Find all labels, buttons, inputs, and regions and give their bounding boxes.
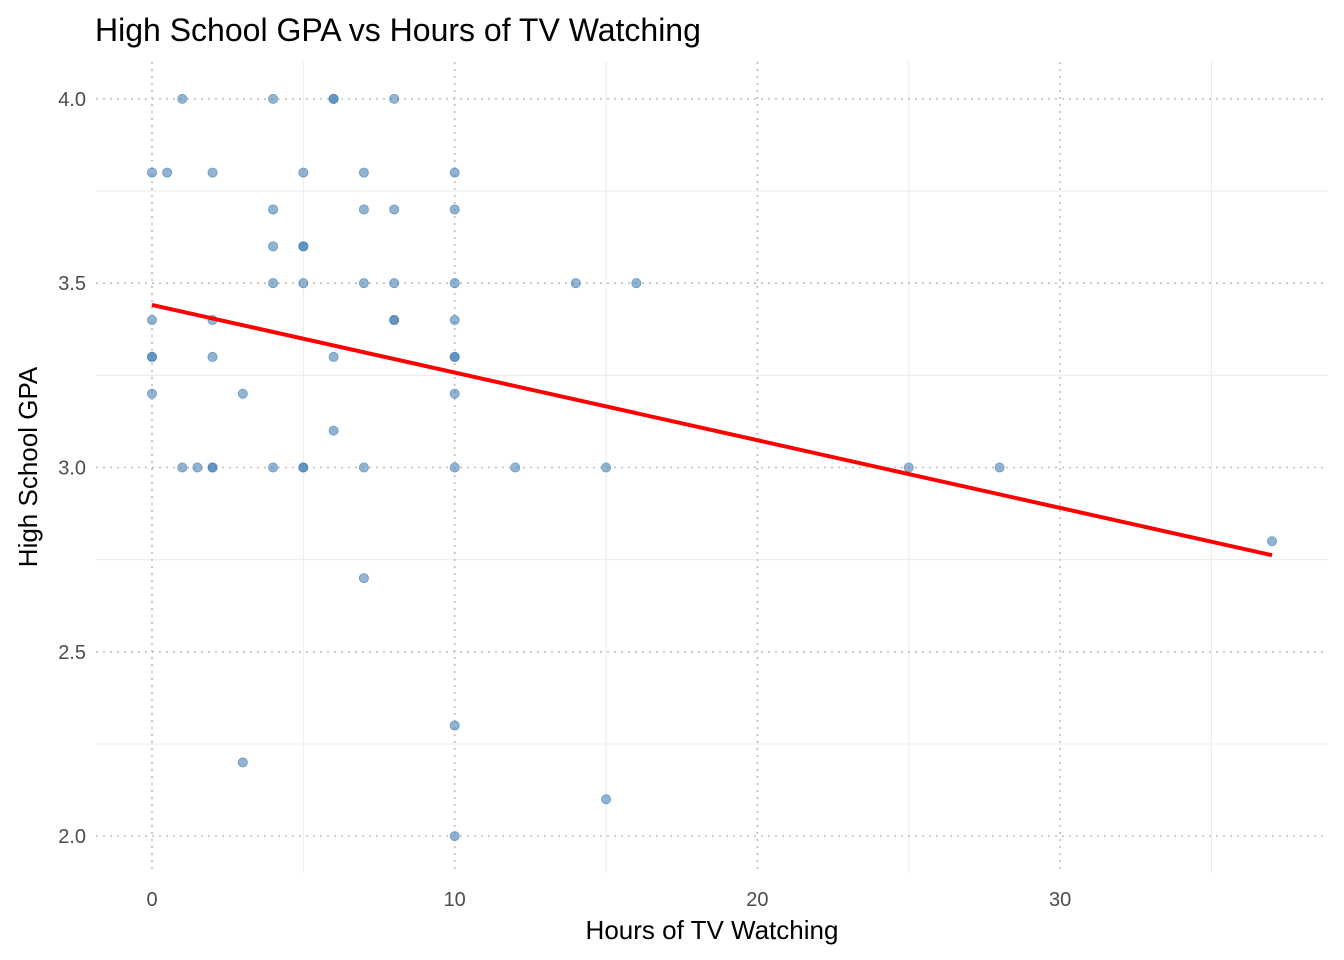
x-tick-label: 0	[146, 889, 157, 911]
data-point	[449, 204, 460, 215]
data-point	[389, 93, 400, 104]
y-axis-ticks: 2.0 2.5 3.0 3.5 4.0	[58, 89, 86, 848]
data-point	[146, 315, 157, 326]
data-point	[268, 204, 279, 215]
data-point	[162, 167, 173, 178]
data-point	[449, 831, 460, 842]
data-point	[358, 573, 369, 584]
data-point	[358, 462, 369, 473]
data-point	[570, 278, 581, 289]
data-point	[903, 462, 914, 473]
data-point	[328, 351, 339, 362]
y-axis-title: High School GPA	[13, 366, 43, 567]
x-axis-title: Hours of TV Watching	[586, 915, 839, 945]
grid	[96, 62, 1328, 873]
data-point	[449, 315, 460, 326]
data-point	[192, 462, 203, 473]
x-tick-label: 20	[746, 889, 768, 911]
data-point	[177, 93, 188, 104]
chart-title: High School GPA vs Hours of TV Watching	[95, 12, 701, 48]
y-tick-label: 3.5	[58, 273, 86, 295]
data-point	[449, 462, 460, 473]
data-point	[389, 278, 400, 289]
x-tick-label: 30	[1049, 889, 1071, 911]
data-point	[631, 278, 642, 289]
data-point	[601, 462, 612, 473]
data-point	[510, 462, 521, 473]
y-tick-label: 4.0	[58, 89, 86, 111]
data-point	[268, 241, 279, 252]
data-point	[449, 388, 460, 399]
data-point	[237, 757, 248, 768]
data-point	[358, 278, 369, 289]
data-points	[146, 93, 1278, 842]
data-point	[358, 204, 369, 215]
data-point	[268, 278, 279, 289]
regression-line	[151, 302, 1273, 558]
data-point	[268, 93, 279, 104]
data-point	[146, 388, 157, 399]
data-point	[449, 351, 460, 362]
data-point	[268, 462, 279, 473]
data-point	[237, 388, 248, 399]
fit-line-layer	[151, 302, 1273, 558]
data-point	[207, 167, 218, 178]
data-point	[389, 315, 400, 326]
data-point	[358, 167, 369, 178]
data-point	[177, 462, 188, 473]
data-point	[207, 462, 218, 473]
data-point	[1267, 536, 1278, 547]
y-tick-label: 3.0	[58, 458, 86, 480]
data-point	[994, 462, 1005, 473]
data-point	[207, 351, 218, 362]
data-point	[449, 278, 460, 289]
data-point	[601, 794, 612, 805]
y-tick-label: 2.0	[58, 826, 86, 848]
data-point	[449, 167, 460, 178]
data-point	[298, 241, 309, 252]
x-tick-label: 10	[444, 889, 466, 911]
data-point	[449, 720, 460, 731]
data-point	[328, 425, 339, 436]
data-point	[389, 204, 400, 215]
data-point	[146, 351, 157, 362]
data-point	[298, 462, 309, 473]
y-tick-label: 2.5	[58, 642, 86, 664]
data-point	[298, 167, 309, 178]
data-point	[298, 278, 309, 289]
data-point	[146, 167, 157, 178]
data-point	[328, 93, 339, 104]
x-axis-ticks: 0 10 20 30	[146, 889, 1071, 911]
